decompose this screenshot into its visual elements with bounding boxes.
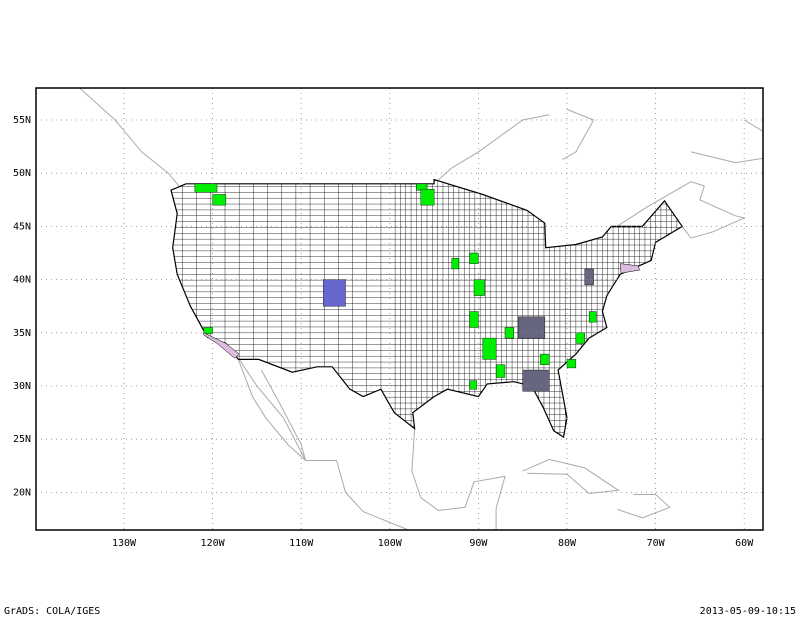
gray-region xyxy=(518,316,546,339)
lon-label: 100W xyxy=(378,538,403,549)
lat-label: 40N xyxy=(13,275,31,286)
lat-label: 20N xyxy=(13,487,31,498)
blue-region xyxy=(323,279,346,307)
coastline xyxy=(237,359,506,530)
lon-label: 80W xyxy=(558,538,577,549)
lat-label: 30N xyxy=(13,381,31,392)
lon-label: 120W xyxy=(201,538,226,549)
green-region xyxy=(504,327,515,339)
gray-region xyxy=(584,268,594,286)
coastline xyxy=(617,494,671,519)
lon-label: 130W xyxy=(112,538,137,549)
green-region xyxy=(420,188,435,206)
lat-label: 50N xyxy=(13,168,31,179)
green-region xyxy=(495,364,506,378)
green-region xyxy=(469,311,479,328)
lon-label: 110W xyxy=(289,538,314,549)
pink-region xyxy=(203,332,240,359)
coastline xyxy=(522,458,620,495)
green-region xyxy=(588,311,597,323)
footer-left: GrADS: COLA/IGES xyxy=(4,606,100,617)
green-region xyxy=(469,252,479,264)
green-region xyxy=(575,332,585,344)
lon-label: 60W xyxy=(735,538,754,549)
lat-label: 25N xyxy=(13,434,31,445)
axis-labels: 55N 50N 45N 40N 35N 30N 25N 20N 130W 120W 110W 100W… xyxy=(13,115,754,549)
lat-label: 35N xyxy=(13,328,31,339)
green-region xyxy=(540,353,550,365)
green-region xyxy=(451,258,460,270)
coastline xyxy=(562,108,595,160)
coastline xyxy=(433,114,550,185)
green-region xyxy=(473,279,485,296)
green-region xyxy=(212,194,227,206)
green-region xyxy=(482,337,497,360)
coastline xyxy=(690,119,763,164)
green-region xyxy=(566,359,577,369)
gray-region xyxy=(522,369,550,392)
lat-label: 45N xyxy=(13,221,31,232)
coastline xyxy=(79,88,182,190)
pink-region xyxy=(619,263,641,274)
lon-label: 70W xyxy=(647,538,666,549)
green-region xyxy=(194,183,218,193)
footer-right: 2013-05-09-10:15 xyxy=(700,606,796,617)
lat-label: 55N xyxy=(13,115,31,126)
lon-label: 90W xyxy=(469,538,488,549)
green-region xyxy=(469,380,477,390)
map-frame xyxy=(35,87,764,531)
green-region xyxy=(203,327,213,335)
